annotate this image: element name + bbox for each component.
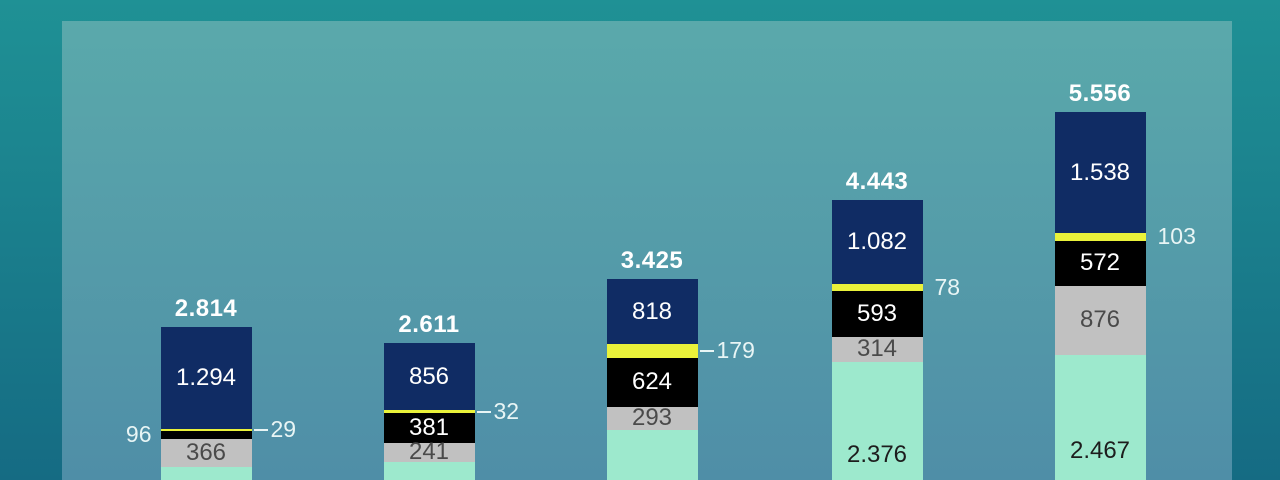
bar-segment-yellow: [831, 284, 923, 291]
segment-label: 314: [856, 335, 898, 363]
side-label: 103: [1157, 223, 1196, 250]
segment-label: 381: [408, 413, 450, 441]
segment-label: 2.467: [1069, 437, 1131, 465]
bar-segment-black: 572: [1054, 241, 1146, 286]
segment-label: 1.082: [846, 228, 908, 256]
segment-label: 241: [408, 438, 450, 466]
segment-label: 876: [1079, 306, 1121, 334]
bar-segment-yellow: [160, 428, 252, 432]
connector-line: [253, 428, 268, 431]
segment-label: 1.538: [1069, 158, 1131, 186]
bar-segment-black: 624: [606, 357, 698, 407]
bar-segment-navy: 1.082: [831, 199, 923, 285]
bar-segment-gray: 366: [160, 438, 252, 468]
segment-label: 1.294: [175, 364, 237, 392]
bar-segment-mint: [606, 429, 698, 480]
bar-segment-gray: 293: [606, 404, 698, 432]
side-label: 32: [493, 397, 520, 424]
segment-label: 624: [631, 368, 673, 396]
bar: 2.611 856 32 381 241: [383, 313, 519, 480]
segment-label: 572: [1079, 249, 1121, 277]
bar-segment-gray: 876: [1054, 285, 1146, 355]
bar-segment-yellow: [383, 410, 475, 413]
bar: 5.556 1.538 103 572 876 2.467: [1054, 82, 1196, 480]
bar-segment-mint: 2.467: [1054, 354, 1146, 480]
bar-segment-navy: 1.294: [160, 327, 252, 429]
connector-line: [699, 349, 714, 352]
bar: 2.814 1.294 29 96 366: [126, 297, 296, 480]
side-label: 29: [270, 415, 297, 442]
bar-segment-mint: [383, 461, 475, 480]
bar-segment-mint: 2.376: [831, 361, 923, 480]
segment-label: 2.376: [846, 440, 908, 468]
bar-segment-navy: 818: [606, 279, 698, 344]
bar-segment-mint: [160, 467, 252, 480]
connector-line: [476, 410, 491, 413]
side-label: 78: [934, 273, 961, 300]
bar: 4.443 1.082 78 593 314 2.376: [831, 169, 960, 480]
bar-total-label: 2.814: [174, 295, 238, 323]
bar: 3.425 818 179 624 293: [606, 249, 755, 480]
segment-label: 593: [856, 299, 898, 327]
bar-segment-black: 381: [383, 412, 475, 443]
bar-total-label: 2.611: [398, 311, 460, 339]
segment-label: 366: [185, 438, 227, 466]
bar-total-label: 4.443: [845, 167, 909, 195]
bar-segment-gray: 314: [831, 335, 923, 363]
side-label: 179: [716, 336, 755, 363]
bar-segment-gray: 241: [383, 438, 475, 466]
bar-total-label: 5.556: [1068, 80, 1132, 108]
bar-segment-navy: 856: [383, 343, 475, 411]
side-label: 96: [125, 420, 152, 447]
bar-segment-yellow: [606, 343, 698, 358]
bar-segment-black: 593: [831, 290, 923, 338]
bar-segment-navy: 1.538: [1054, 112, 1146, 233]
segment-label: 818: [631, 297, 673, 325]
bar-segment-black: [160, 431, 252, 439]
bar-total-label: 3.425: [620, 247, 684, 275]
segment-label: 293: [631, 404, 673, 432]
bar-segment-yellow: [1054, 232, 1146, 242]
segment-label: 856: [408, 362, 450, 390]
